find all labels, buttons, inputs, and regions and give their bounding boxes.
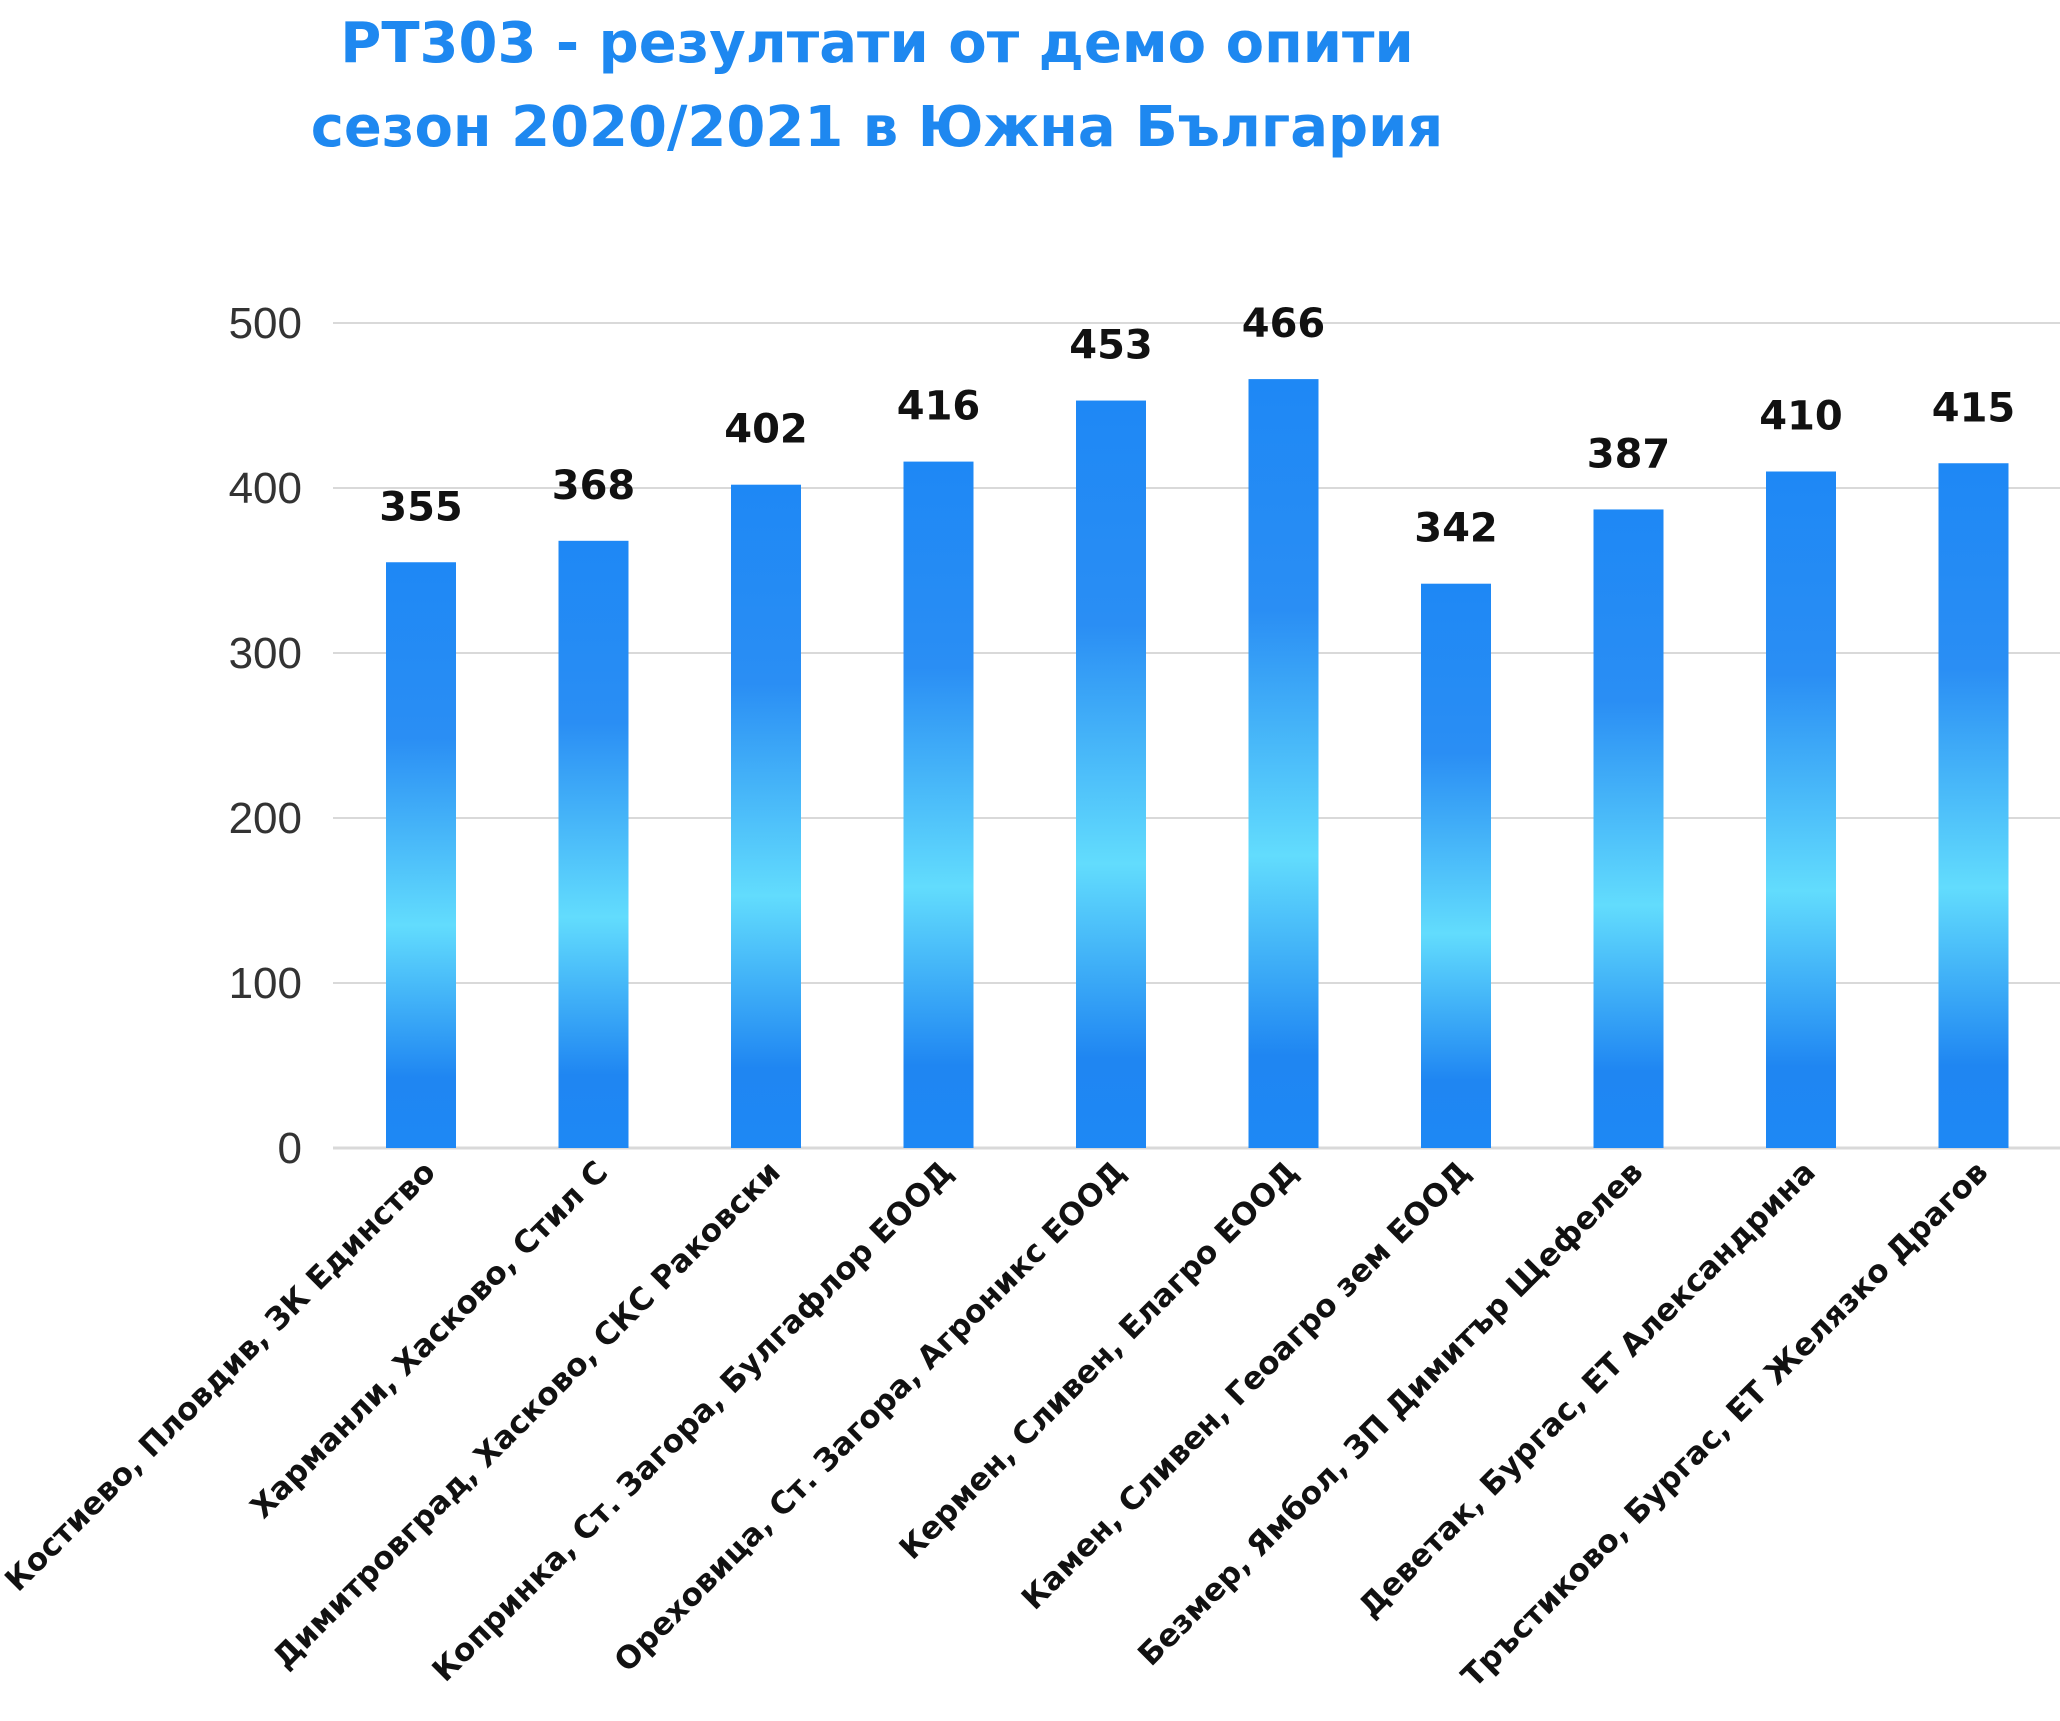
value-label-5: 453 bbox=[1069, 323, 1153, 369]
y-tick-label-100: 100 bbox=[229, 959, 302, 1008]
bar-9 bbox=[1766, 471, 1836, 1148]
y-axis-ticks: 0 100 200 300 400 500 bbox=[229, 299, 302, 1173]
y-tick-label-500: 500 bbox=[229, 299, 302, 348]
bar-7 bbox=[1421, 583, 1491, 1148]
value-label-10: 415 bbox=[1932, 385, 2016, 431]
value-label-3: 402 bbox=[724, 407, 808, 453]
bar-2 bbox=[558, 540, 629, 1148]
bar-4 bbox=[903, 461, 974, 1149]
y-tick-label-0: 0 bbox=[278, 1124, 302, 1173]
value-label-2: 368 bbox=[552, 463, 636, 509]
bar-1 bbox=[386, 562, 456, 1148]
bar-8 bbox=[1593, 509, 1664, 1148]
y-tick-label-400: 400 bbox=[229, 464, 302, 513]
chart-title: PT303 - резултати от демо опити сезон 20… bbox=[0, 2, 1754, 170]
value-label-6: 466 bbox=[1242, 301, 1326, 347]
value-label-7: 342 bbox=[1414, 506, 1498, 552]
chart-title-line-2: сезон 2020/2021 в Южна България bbox=[310, 95, 1444, 160]
bar-3 bbox=[731, 484, 801, 1148]
bar-6 bbox=[1248, 379, 1319, 1149]
y-tick-label-300: 300 bbox=[229, 629, 302, 678]
chart-title-line-1: PT303 - резултати от демо опити bbox=[340, 11, 1414, 76]
value-label-8: 387 bbox=[1587, 431, 1671, 477]
category-label-2: Харманли, Хасково, Стил С bbox=[244, 1154, 616, 1526]
value-label-1: 355 bbox=[379, 484, 463, 530]
bar-5 bbox=[1076, 400, 1146, 1148]
category-labels: Костиево, Пловдив, ЗК ЕдинствоХарманли, … bbox=[0, 1154, 1995, 1694]
bar-10 bbox=[1938, 463, 2009, 1148]
value-label-4: 416 bbox=[897, 384, 981, 430]
value-labels: 355 368 402 416 453 466 342 387 410 415 bbox=[379, 301, 2015, 552]
category-label-6: Кермен, Сливен, Елагро ЕООД bbox=[893, 1154, 1306, 1567]
y-tick-label-200: 200 bbox=[229, 794, 302, 843]
bars bbox=[386, 379, 2009, 1149]
value-label-9: 410 bbox=[1759, 394, 1843, 440]
